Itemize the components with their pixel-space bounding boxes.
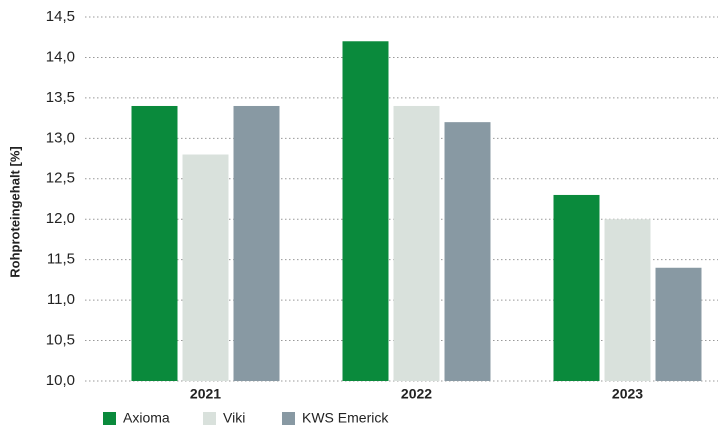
- bar: [444, 122, 491, 382]
- legend-swatch: [282, 412, 295, 425]
- x-tick-label: 2023: [612, 386, 643, 402]
- bar: [182, 154, 229, 381]
- bar: [393, 105, 440, 381]
- bar: [553, 194, 600, 381]
- legend-label: Viki: [223, 410, 245, 426]
- y-tick-label: 11,5: [47, 251, 75, 268]
- bar: [342, 41, 389, 382]
- y-tick-label: 13,0: [46, 129, 75, 146]
- bar: [131, 105, 178, 381]
- legend-label: KWS Emerick: [302, 410, 389, 426]
- y-tick-label: 14,0: [46, 48, 75, 65]
- x-tick-label: 2022: [401, 386, 432, 402]
- y-tick-label: 12,5: [46, 170, 75, 187]
- y-tick-label: 14,5: [46, 8, 75, 25]
- x-tick-label: 2021: [190, 386, 221, 402]
- y-tick-label: 10,0: [46, 372, 75, 389]
- y-axis-label: Rohproteingehalt [%]: [7, 146, 22, 277]
- bar: [233, 105, 280, 381]
- y-tick-label: 12,0: [46, 210, 75, 227]
- y-tick-label: 11,0: [47, 291, 75, 308]
- y-tick-label: 13,5: [46, 89, 75, 106]
- y-tick-label: 10,5: [46, 332, 75, 349]
- bar: [604, 219, 651, 381]
- legend-swatch: [203, 412, 216, 425]
- bar: [655, 267, 702, 381]
- legend-label: Axioma: [123, 410, 170, 426]
- legend-swatch: [103, 412, 116, 425]
